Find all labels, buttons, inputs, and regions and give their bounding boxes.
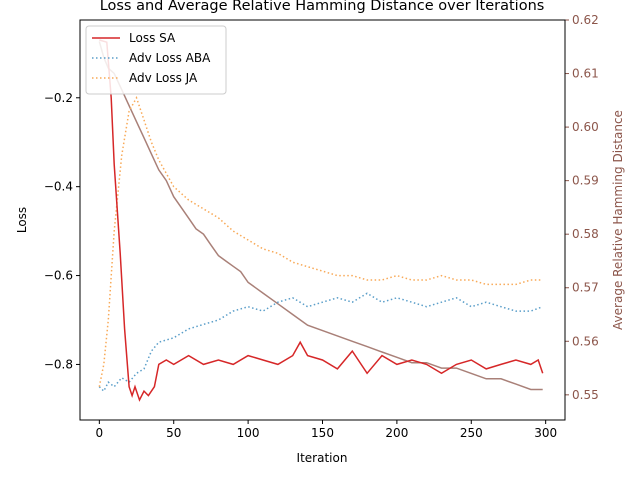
y2-tick-label: 0.59	[572, 174, 599, 188]
y-tick-label: −0.8	[44, 357, 73, 371]
series-line-adv-loss-aba	[98, 292, 543, 393]
y2-axis-label: Average Relative Hamming Distance	[611, 110, 625, 330]
x-tick-label: 250	[460, 426, 483, 440]
y2-tick-label: 0.56	[572, 334, 599, 348]
y-tick-label: −0.6	[44, 269, 73, 283]
y2-tick-label: 0.57	[572, 281, 599, 295]
y2-tick-label: 0.61	[572, 67, 599, 81]
legend: Loss SA Adv Loss ABA Adv Loss JA	[85, 25, 227, 95]
plot-area	[98, 39, 544, 402]
y2-tick-label: 0.55	[572, 388, 599, 402]
y-tick-label: −0.2	[44, 91, 73, 105]
legend-label: Loss SA	[129, 31, 176, 45]
series-line-hamming-distance	[98, 41, 543, 391]
y-tick-label: −0.4	[44, 180, 73, 194]
y2-tick-label: 0.62	[572, 13, 599, 27]
x-tick-label: 0	[96, 426, 104, 440]
axes-frame	[79, 19, 566, 421]
legend-label: Adv Loss JA	[129, 71, 198, 85]
x-tick-label: 100	[237, 426, 260, 440]
y2-tick-label: 0.58	[572, 227, 599, 241]
legend-frame	[85, 25, 227, 95]
x-tick-label: 200	[385, 426, 408, 440]
x-tick-label: 50	[166, 426, 181, 440]
x-tick-label: 150	[311, 426, 334, 440]
x-axis-label: Iteration	[297, 451, 348, 465]
y2-tick-label: 0.60	[572, 120, 599, 134]
y-axis-right: 0.55 0.56 0.57 0.58 0.59 0.60 0.61 0.62	[565, 13, 599, 402]
chart-title: Loss and Average Relative Hamming Distan…	[100, 0, 545, 14]
x-tick-label: 300	[534, 426, 557, 440]
y-axis-left: −0.8 −0.6 −0.4 −0.2	[44, 91, 80, 371]
series-line-loss-sa	[99, 39, 544, 402]
legend-label: Adv Loss ABA	[129, 51, 211, 65]
x-axis: 0 50 100 150 200 250 300	[96, 420, 557, 440]
y-axis-label: Loss	[15, 207, 29, 233]
